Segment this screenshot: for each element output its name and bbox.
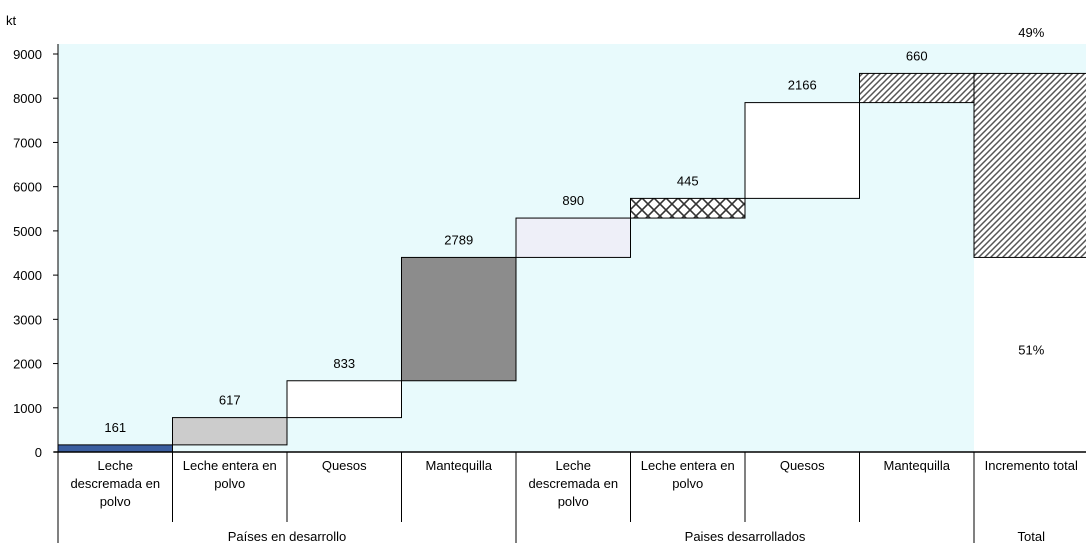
- category-label: Mantequilla: [884, 458, 951, 473]
- y-tick-label: 7000: [13, 135, 42, 150]
- group-label: Total: [1018, 529, 1046, 543]
- waterfall-bar: [172, 417, 288, 446]
- y-tick-label: 3000: [13, 312, 42, 327]
- total-segment-label: 49%: [1018, 25, 1044, 40]
- category-label: Leche: [98, 458, 133, 473]
- y-tick-label: 9000: [13, 47, 42, 62]
- waterfall-bar: [57, 444, 173, 453]
- group-label: Paises desarrollados: [685, 529, 806, 543]
- y-tick-label: 8000: [13, 91, 42, 106]
- y-tick-label: 2000: [13, 357, 42, 372]
- category-label: descremada en: [70, 476, 160, 491]
- category-label: Leche: [556, 458, 591, 473]
- y-tick-label: 4000: [13, 268, 42, 283]
- waterfall-bar: [401, 256, 517, 382]
- category-label: polvo: [558, 494, 589, 509]
- total-bar-segment: [974, 257, 1086, 452]
- data-label: 161: [104, 420, 126, 435]
- data-label: 890: [562, 193, 584, 208]
- data-label: 445: [677, 173, 699, 188]
- category-label: descremada en: [528, 476, 618, 491]
- category-label: polvo: [214, 476, 245, 491]
- data-label: 2166: [788, 78, 817, 93]
- y-tick-label: 5000: [13, 224, 42, 239]
- data-label: 660: [906, 48, 928, 63]
- category-label: polvo: [672, 476, 703, 491]
- group-label: Países en desarrollo: [228, 529, 347, 543]
- category-label: Mantequilla: [426, 458, 493, 473]
- total-segment-label: 51%: [1018, 343, 1044, 358]
- data-label: 2789: [444, 232, 473, 247]
- data-label: 833: [333, 356, 355, 371]
- y-tick-label: 6000: [13, 180, 42, 195]
- category-label: Leche entera en: [641, 458, 735, 473]
- waterfall-bar: [515, 217, 631, 258]
- y-tick-label: 0: [35, 445, 42, 460]
- category-label: Incremento total: [985, 458, 1078, 473]
- category-label: polvo: [100, 494, 131, 509]
- waterfall-bar: [859, 72, 975, 104]
- waterfall-bar: [286, 380, 402, 419]
- y-axis-label: kt: [6, 13, 17, 28]
- waterfall-bar: [630, 197, 746, 219]
- waterfall-bar: [744, 102, 860, 199]
- data-label: 617: [219, 393, 241, 408]
- category-label: Leche entera en: [183, 458, 277, 473]
- y-tick-label: 1000: [13, 401, 42, 416]
- category-label: Quesos: [780, 458, 825, 473]
- category-label: Quesos: [322, 458, 367, 473]
- total-bar-segment: [973, 72, 1086, 258]
